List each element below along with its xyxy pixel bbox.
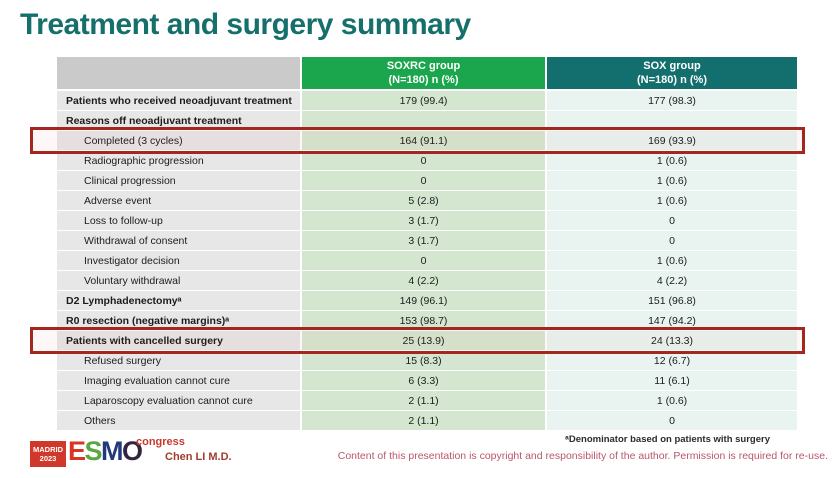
sox-group-n: (N=180) n (%) [637,74,707,86]
sox-value: 1 (0.6) [547,151,797,170]
sox-value: 1 (0.6) [547,391,797,410]
soxrc-value: 2 (1.1) [302,391,545,410]
table-row: Others 2 (1.1) 0 [57,411,797,430]
esmo-wordmark: ESMO [68,436,143,467]
sox-value: 147 (94.2) [547,311,797,330]
table-row: Adverse event 5 (2.8) 1 (0.6) [57,191,797,210]
soxrc-value: 149 (96.1) [302,291,545,310]
soxrc-value: 179 (99.4) [302,91,545,110]
empty-corner-header-cell [57,57,300,89]
row-label: Voluntary withdrawal [57,271,300,290]
table-row: R0 resection (negative margins)ᵃ 153 (98.… [57,311,797,330]
table-body: Patients who received neoadjuvant treatm… [57,91,797,430]
row-label: Reasons off neoadjuvant treatment [57,111,300,130]
sox-value: 12 (6.7) [547,351,797,370]
table-row: Completed (3 cycles) 164 (91.1) 169 (93.9) [57,131,797,150]
sox-value: 24 (13.3) [547,331,797,350]
soxrc-value: 15 (8.3) [302,351,545,370]
table-row: Radiographic progression 0 1 (0.6) [57,151,797,170]
sox-value: 169 (93.9) [547,131,797,150]
row-label: Investigator decision [57,251,300,270]
row-label: Patients who received neoadjuvant treatm… [57,91,300,110]
esmo-letter-e: E [68,436,86,466]
soxrc-value: 4 (2.2) [302,271,545,290]
sox-value: 1 (0.6) [547,191,797,210]
slide-title: Treatment and surgery summary [20,8,471,41]
soxrc-value: 0 [302,171,545,190]
copyright-notice: Content of this presentation is copyrigh… [337,450,828,462]
sox-value: 1 (0.6) [547,251,797,270]
treatment-surgery-table: SOXRC group (N=180) n (%) SOX group (N=1… [57,57,797,431]
row-label: Laparoscopy evaluation cannot cure [57,391,300,410]
soxrc-value: 2 (1.1) [302,411,545,430]
soxrc-value: 0 [302,151,545,170]
table-row: Clinical progression 0 1 (0.6) [57,171,797,190]
table-row: Patients with cancelled surgery 25 (13.9)… [57,331,797,350]
esmo-letter-o: O [122,436,143,466]
sox-value: 0 [547,231,797,250]
esmo-letter-m: M [101,436,124,466]
logo-city: MADRID [33,444,63,454]
row-label: Withdrawal of consent [57,231,300,250]
row-label: D2 Lymphadenectomyᵃ [57,291,300,310]
table-row: Imaging evaluation cannot cure 6 (3.3) 11 … [57,371,797,390]
row-label: Loss to follow-up [57,211,300,230]
row-label: Others [57,411,300,430]
sox-group-header: SOX group (N=180) n (%) [547,57,797,89]
sox-value: 177 (98.3) [547,91,797,110]
soxrc-group-n: (N=180) n (%) [388,74,459,86]
soxrc-value: 0 [302,251,545,270]
row-label: Imaging evaluation cannot cure [57,371,300,390]
denominator-footnote: ᵃDenominator based on patients with surg… [565,434,770,445]
table-row: Refused surgery 15 (8.3) 12 (6.7) [57,351,797,370]
soxrc-value: 25 (13.9) [302,331,545,350]
soxrc-value: 164 (91.1) [302,131,545,150]
soxrc-value: 3 (1.7) [302,211,545,230]
table-row: Loss to follow-up 3 (1.7) 0 [57,211,797,230]
table-row: Reasons off neoadjuvant treatment [57,111,797,130]
row-label: Patients with cancelled surgery [57,331,300,350]
sox-value: 4 (2.2) [547,271,797,290]
row-label: Adverse event [57,191,300,210]
soxrc-group-header: SOXRC group (N=180) n (%) [302,57,545,89]
table-row: Voluntary withdrawal 4 (2.2) 4 (2.2) [57,271,797,290]
row-label: Radiographic progression [57,151,300,170]
table-row: D2 Lymphadenectomyᵃ 149 (96.1) 151 (96.8) [57,291,797,310]
soxrc-group-name: SOXRC group [386,59,461,72]
row-label: Clinical progression [57,171,300,190]
row-label: R0 resection (negative margins)ᵃ [57,311,300,330]
soxrc-value: 6 (3.3) [302,371,545,390]
table-row: Investigator decision 0 1 (0.6) [57,251,797,270]
table-row: Patients who received neoadjuvant treatm… [57,91,797,110]
sox-value: 151 (96.8) [547,291,797,310]
row-label: Refused surgery [57,351,300,370]
sox-group-name: SOX group [643,59,701,72]
sox-value: 1 (0.6) [547,171,797,190]
sox-value [547,111,797,130]
soxrc-value: 5 (2.8) [302,191,545,210]
madrid-2023-badge: MADRID 2023 [30,441,66,467]
table-row: Laparoscopy evaluation cannot cure 2 (1.1… [57,391,797,410]
soxrc-value [302,111,545,130]
table-row: Withdrawal of consent 3 (1.7) 0 [57,231,797,250]
sox-value: 0 [547,211,797,230]
row-label: Completed (3 cycles) [57,131,300,150]
sox-value: 0 [547,411,797,430]
soxrc-value: 153 (98.7) [302,311,545,330]
logo-year: 2023 [39,454,57,463]
soxrc-value: 3 (1.7) [302,231,545,250]
table-header-row: SOXRC group (N=180) n (%) SOX group (N=1… [57,57,797,89]
presenter-name: Chen LI M.D. [165,451,232,463]
congress-label: congress [136,436,185,448]
esmo-letter-s: S [84,436,103,466]
sox-value: 11 (6.1) [547,371,797,390]
